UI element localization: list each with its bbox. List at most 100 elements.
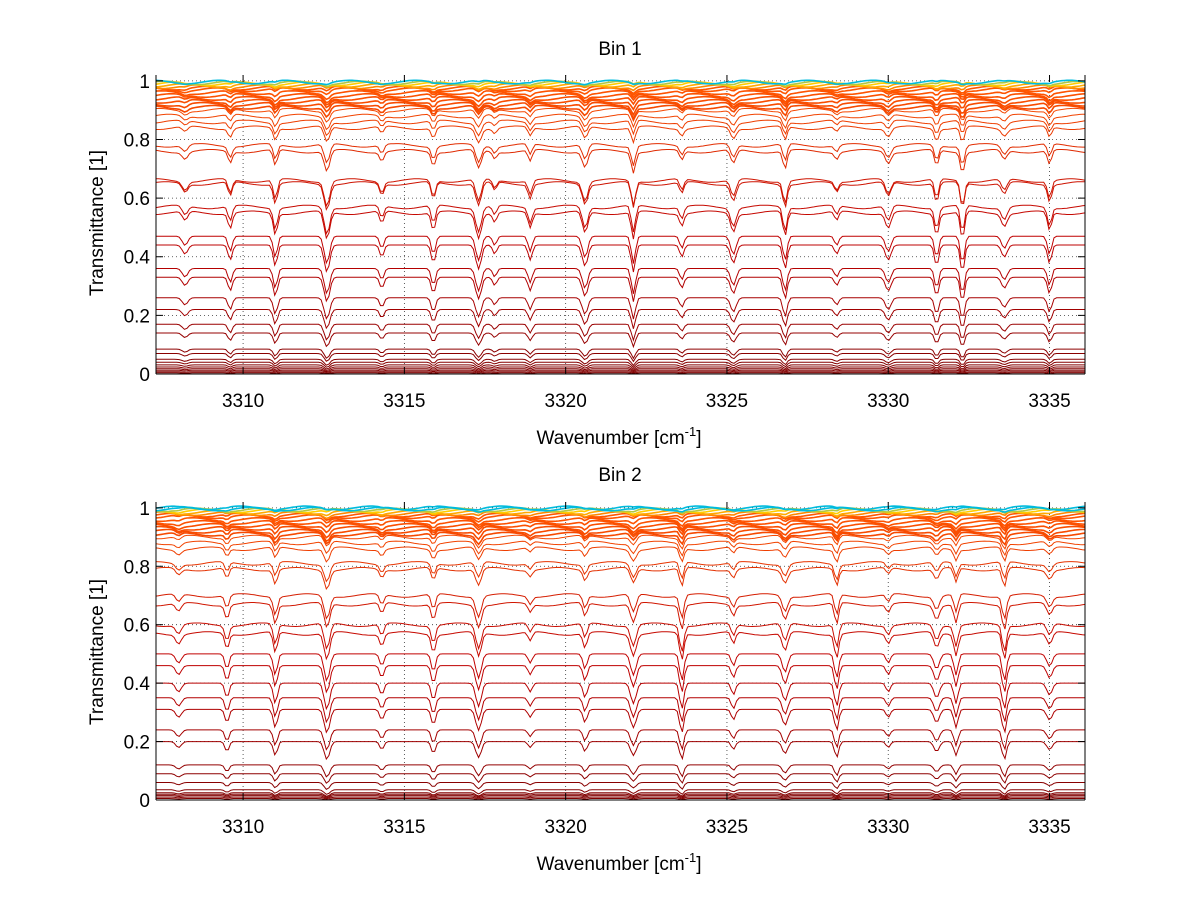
series-line: [156, 79, 1085, 86]
series-line: [156, 268, 1085, 295]
x-axis-label-text: Wavenumber [cm: [536, 428, 684, 449]
y-tick-label: 0.2: [124, 733, 150, 754]
series-line: [156, 352, 1085, 363]
series-line: [156, 764, 1085, 778]
y-tick-label: 0.8: [124, 130, 150, 151]
series-line: [156, 516, 1085, 528]
series-line: [156, 773, 1085, 784]
y-tick-label: 0.2: [124, 306, 150, 327]
y-tick-label: 0.8: [124, 557, 150, 578]
series-line: [156, 566, 1085, 591]
y-axis-label: Transmittance [1]: [87, 150, 108, 296]
series-line: [156, 561, 1085, 583]
series-line: [156, 332, 1085, 349]
series-line: [156, 125, 1085, 145]
series-line: [156, 297, 1085, 320]
x-tick-label: 3310: [222, 391, 264, 412]
series-line: [156, 104, 1085, 121]
series-line: [156, 323, 1085, 342]
series-line: [156, 519, 1085, 531]
y-tick-label: 0.4: [124, 248, 151, 269]
series-line: [156, 631, 1085, 661]
y-tick-label: 0.6: [124, 616, 150, 637]
x-axis-label-suffix: ]: [696, 428, 701, 449]
y-tick-label: 0.6: [124, 189, 150, 210]
series-line: [156, 92, 1085, 104]
series-line: [156, 368, 1085, 373]
series-line: [156, 653, 1085, 683]
series-line: [156, 358, 1085, 367]
series-line: [156, 682, 1085, 711]
y-tick-label: 0.4: [124, 674, 151, 695]
series-line: [156, 98, 1085, 111]
y-tick-label: 1: [139, 499, 150, 520]
series-line: [156, 528, 1085, 543]
series-line: [156, 795, 1085, 799]
x-axis-label-text: Wavenumber [cm: [536, 854, 684, 875]
series-line: [156, 593, 1085, 621]
chart-panel-bin-1: Bin 1 Transmittance [1] Wavenumber [cm-1…: [87, 39, 1086, 449]
series-line: [156, 366, 1085, 372]
x-tick-label: 3320: [545, 391, 587, 412]
series-group: [156, 79, 1085, 374]
series-line: [156, 622, 1085, 652]
x-tick-label: 3315: [383, 391, 425, 412]
x-axis-label-suffix: ]: [696, 854, 701, 875]
series-line: [156, 506, 1085, 513]
series-line: [156, 309, 1085, 330]
series-line: [156, 371, 1085, 374]
series-line: [156, 101, 1085, 117]
series-line: [156, 796, 1085, 800]
series-line: [156, 789, 1085, 795]
x-tick-label: 3330: [867, 817, 909, 838]
series-line: [156, 372, 1085, 374]
series-line: [156, 729, 1085, 751]
series-line: [156, 244, 1085, 273]
series-line: [156, 522, 1085, 535]
series-line: [156, 364, 1085, 370]
x-axis-label: Wavenumber [cm-1]: [536, 424, 701, 449]
series-line: [156, 782, 1085, 790]
series-line: [156, 107, 1085, 123]
series-line: [156, 601, 1085, 630]
series-line: [156, 113, 1085, 131]
plot-area: 3310 3315 3320 3325 3330 3335 0 0.2 0.4 0.6 0.8 1: [124, 499, 1086, 838]
x-tick-label: 3335: [1028, 817, 1070, 838]
series-line: [156, 89, 1085, 101]
series-line: [156, 178, 1085, 208]
x-axis-label-superscript: -1: [685, 850, 697, 865]
plot-area: 3310 3315 3320 3325 3330 3335 0 0.2 0.4 0.6 0.8 1: [124, 72, 1086, 412]
chart-title: Bin 2: [598, 465, 641, 486]
series-line: [156, 276, 1085, 303]
series-line: [156, 665, 1085, 694]
series-line: [156, 505, 1085, 512]
series-line: [156, 181, 1085, 211]
series-line: [156, 531, 1085, 546]
series-line: [156, 697, 1085, 724]
series-line: [156, 525, 1085, 539]
series-line: [156, 119, 1085, 137]
x-tick-label: 3315: [383, 817, 425, 838]
series-line: [156, 540, 1085, 557]
y-tick-label: 0: [139, 791, 150, 812]
x-tick-label: 3335: [1028, 391, 1070, 412]
y-tick-label: 1: [139, 72, 150, 93]
x-tick-label: 3330: [867, 391, 909, 412]
x-tick-label: 3325: [706, 817, 748, 838]
chart-title: Bin 1: [598, 39, 641, 60]
chart-panel-bin-2: Bin 2 Transmittance [1] Wavenumber [cm-1…: [87, 465, 1086, 875]
y-axis-label: Transmittance [1]: [87, 579, 108, 725]
x-tick-label: 3320: [545, 817, 587, 838]
series-line: [156, 546, 1085, 563]
series-line: [156, 348, 1085, 360]
x-tick-label: 3310: [222, 817, 264, 838]
series-line: [156, 369, 1085, 374]
series-line: [156, 143, 1085, 166]
series-line: [156, 793, 1085, 798]
series-line: [156, 534, 1085, 550]
series-line: [156, 210, 1085, 241]
series-line: [156, 792, 1085, 797]
series-group: [156, 505, 1085, 800]
